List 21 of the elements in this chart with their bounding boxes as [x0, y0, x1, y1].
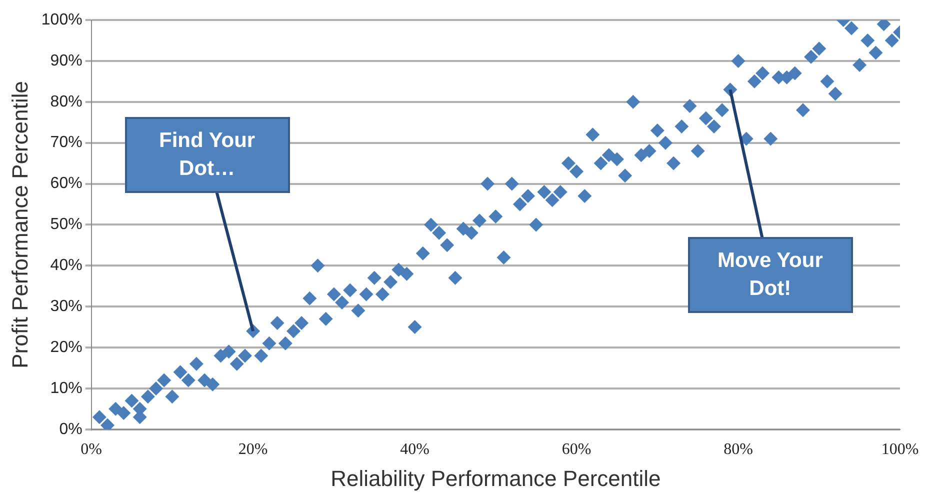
y-tick-label: 90%	[50, 52, 82, 70]
x-tick-label: 0%	[80, 441, 102, 458]
y-tick-label: 100%	[41, 11, 82, 28]
x-tick-label: 60%	[562, 441, 592, 458]
y-tick-label: 0%	[59, 420, 82, 438]
x-tick-label: 20%	[238, 441, 268, 458]
x-axis-title: Reliability Performance Percentile	[330, 466, 661, 491]
y-axis-title: Profit Performance Percentile	[7, 81, 32, 368]
x-tick-label: 40%	[400, 441, 430, 458]
y-tick-label: 40%	[50, 257, 82, 274]
callout-box: Move Your Dot!	[688, 236, 853, 313]
callout-box: Find Your Dot…	[124, 117, 290, 194]
y-tick-label: 80%	[50, 93, 82, 110]
y-tick-label: 30%	[50, 298, 82, 315]
y-tick-label: 50%	[50, 216, 82, 234]
y-tick-label: 70%	[50, 134, 82, 152]
y-tick-label: 60%	[50, 175, 82, 192]
y-tick-label: 10%	[50, 380, 82, 397]
x-tick-label: 100%	[881, 441, 919, 458]
y-tick-label: 20%	[50, 338, 82, 356]
x-tick-label: 80%	[724, 441, 753, 458]
